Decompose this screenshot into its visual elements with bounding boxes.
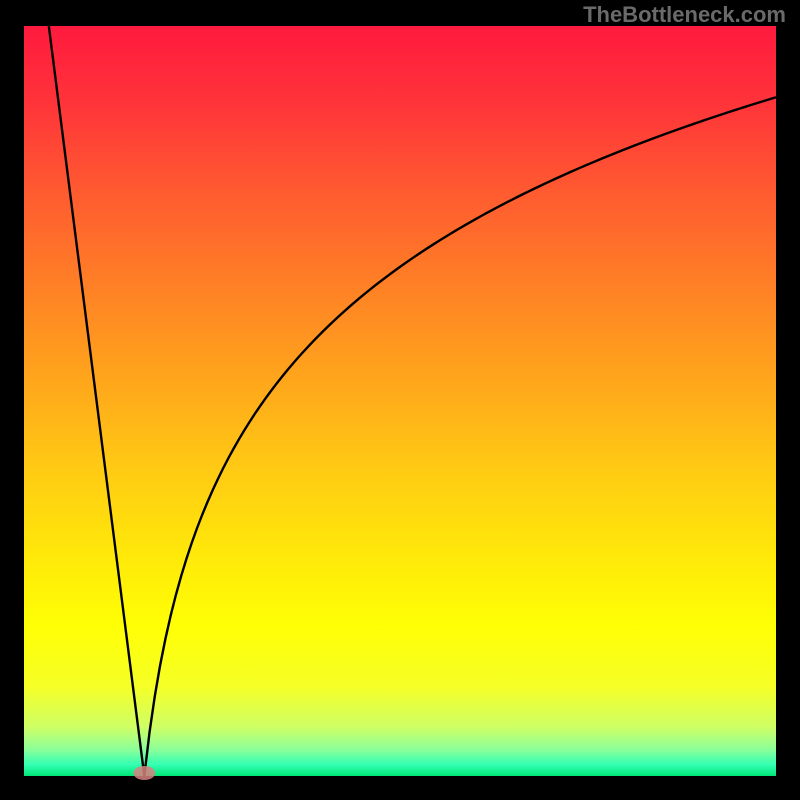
bottleneck-chart: [0, 0, 800, 800]
plot-background: [24, 26, 776, 776]
chart-container: TheBottleneck.com: [0, 0, 800, 800]
watermark-text: TheBottleneck.com: [583, 2, 786, 28]
optimum-marker: [133, 766, 155, 780]
